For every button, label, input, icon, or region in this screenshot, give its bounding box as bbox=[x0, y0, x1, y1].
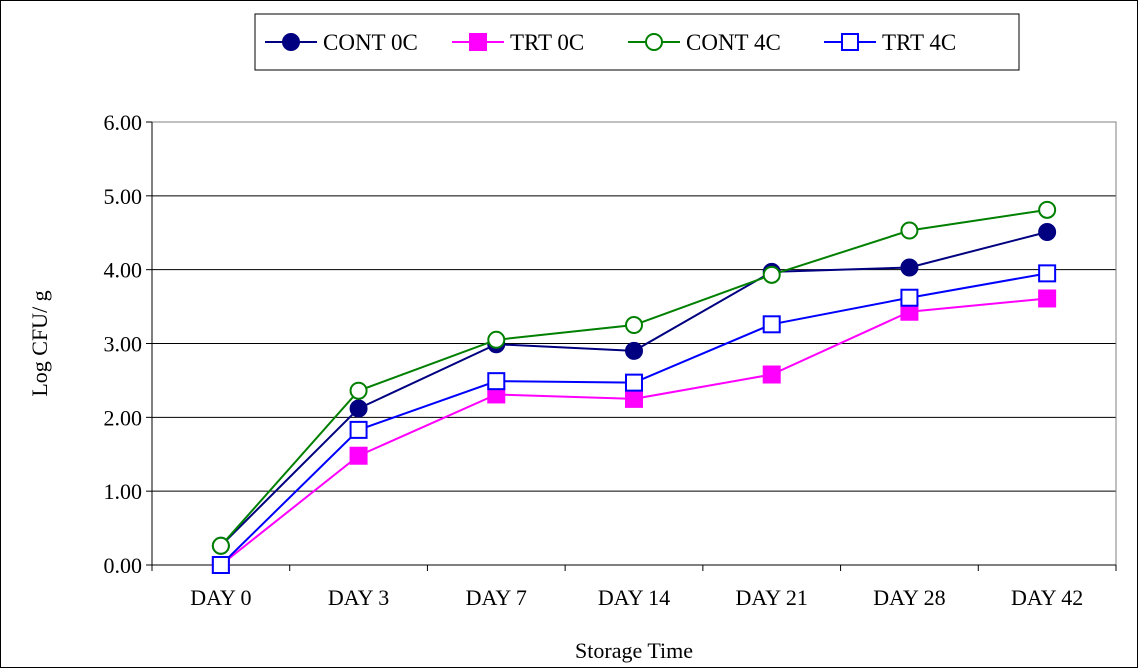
y-tick-label: 3.00 bbox=[104, 332, 143, 357]
legend-entry: TRT 0C bbox=[452, 30, 584, 55]
series-layer bbox=[211, 200, 1057, 574]
data-point bbox=[1038, 264, 1057, 283]
y-tick-label: 4.00 bbox=[104, 258, 143, 283]
y-tick-label: 6.00 bbox=[104, 110, 143, 135]
series-line bbox=[220, 297, 1048, 566]
data-point bbox=[1038, 289, 1057, 308]
data-point bbox=[625, 389, 643, 408]
legend-label: CONT 0C bbox=[323, 30, 418, 55]
data-point bbox=[349, 399, 368, 418]
axes: 0.00 1.00 2.00 3.00 4.00 5.00 6.00 DAY 0 DAY 3 DA… bbox=[104, 110, 1117, 610]
data-point bbox=[762, 365, 781, 384]
data-point bbox=[625, 341, 643, 360]
legend-entry: CONT 4C bbox=[628, 30, 781, 55]
legend-marker bbox=[282, 33, 300, 51]
y-tick-label: 1.00 bbox=[104, 479, 143, 504]
x-tick-label: DAY 21 bbox=[736, 585, 808, 610]
legend: CONT 0C TRT 0C CONT 4C TRT 4C bbox=[254, 13, 1020, 71]
data-point bbox=[211, 536, 230, 555]
legend-entry: TRT 4C bbox=[824, 30, 956, 55]
data-point bbox=[1038, 200, 1057, 219]
legend-label: TRT 0C bbox=[510, 30, 584, 55]
data-point bbox=[487, 330, 506, 349]
y-tick-label: 2.00 bbox=[104, 405, 143, 430]
y-tick-label: 5.00 bbox=[104, 184, 143, 209]
series-cont-4c bbox=[211, 200, 1057, 555]
x-tick-label: DAY 14 bbox=[598, 585, 670, 610]
legend-label: CONT 4C bbox=[686, 30, 781, 55]
y-tick-label: 0.00 bbox=[104, 553, 143, 578]
data-point bbox=[211, 556, 230, 574]
legend-marker bbox=[469, 33, 487, 51]
x-tick-label: DAY 28 bbox=[873, 585, 945, 610]
x-tick-label: DAY 3 bbox=[328, 585, 389, 610]
data-point bbox=[487, 372, 506, 391]
data-point bbox=[762, 315, 781, 334]
x-tick-label: DAY 42 bbox=[1011, 585, 1083, 610]
legend-label: TRT 4C bbox=[882, 30, 956, 55]
data-point bbox=[349, 446, 368, 465]
series-trt-4c bbox=[211, 264, 1057, 574]
x-tick-label: DAY 0 bbox=[190, 585, 251, 610]
x-axis-label: Storage Time bbox=[575, 638, 693, 663]
data-point bbox=[1038, 223, 1057, 242]
data-point bbox=[349, 420, 368, 439]
legend-marker bbox=[645, 33, 663, 51]
data-point bbox=[625, 373, 643, 392]
x-tick-label: DAY 7 bbox=[466, 585, 527, 610]
legend-marker bbox=[841, 33, 859, 51]
y-axis-label: Log CFU/ g bbox=[27, 290, 52, 396]
legend-entry: CONT 0C bbox=[265, 30, 418, 55]
data-point bbox=[625, 316, 643, 335]
data-point bbox=[349, 381, 368, 400]
data-point bbox=[900, 288, 919, 307]
data-point bbox=[762, 265, 781, 284]
data-point bbox=[900, 258, 919, 277]
data-point bbox=[900, 221, 919, 240]
